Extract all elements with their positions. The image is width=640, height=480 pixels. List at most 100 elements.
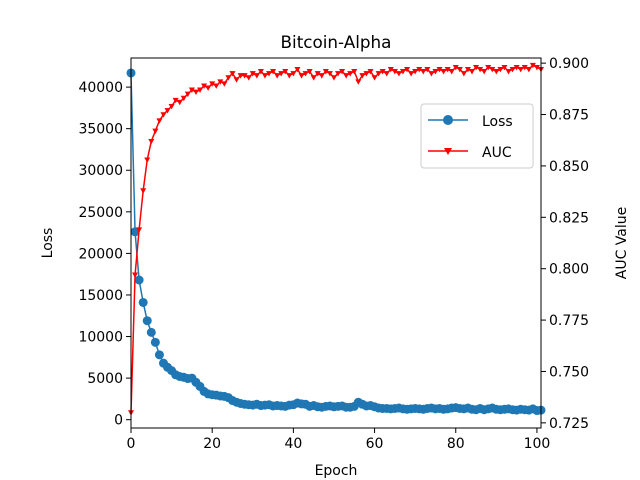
auc-point [509,67,516,73]
auc-point [424,67,431,73]
auc-point [387,67,394,73]
loss-point [146,327,156,337]
auc-point [521,64,528,71]
auc-point [343,73,350,79]
auc-point [525,67,532,73]
left-y-tick-label: 35000 [78,122,123,138]
right-y-tick-label: 0.850 [549,159,589,175]
legend-box [420,103,534,169]
legend-loss-label: Loss [482,114,513,130]
auc-point [286,73,293,79]
auc-point [270,69,277,75]
auc-point [233,77,240,83]
auc-point [501,64,508,71]
legend-auc-label: AUC [482,145,512,161]
auc-point [306,69,313,75]
right-y-tick-label: 0.900 [549,56,589,72]
auc-point [326,71,333,77]
left-y-tick-label: 20000 [78,246,123,262]
auc-point [249,71,256,77]
auc-point [379,69,386,75]
auc-point [517,67,524,73]
legend-auc-marker [444,148,452,155]
auc-point [310,75,317,81]
loss-point [154,350,164,360]
auc-point [213,83,220,89]
right-y-tick-label: 0.800 [549,262,589,278]
auc-point [180,95,187,102]
auc-point [395,71,402,77]
auc-point [404,67,411,73]
auc-point [456,67,463,73]
auc-point [351,69,358,75]
auc-point [156,118,163,124]
left-y-tick-label: 30000 [78,163,123,179]
auc-point [221,81,228,87]
left-y-axis: 0 5000 10000 15000 20000 25000 30000 35000 40000 [78,80,131,429]
auc-point [489,67,496,73]
auc-point [168,104,175,110]
auc-point [330,75,337,81]
auc-point [245,75,252,81]
auc-point [298,73,305,79]
auc-point [464,67,471,73]
auc-point [355,79,362,85]
auc-point [140,188,147,194]
right-y-tick-label: 0.825 [549,210,589,226]
left-y-tick-label: 15000 [78,288,123,304]
auc-point [136,227,143,233]
auc-point [217,79,224,85]
auc-point [184,91,191,98]
auc-point [485,64,492,71]
auc-point [266,71,273,77]
auc-point [229,71,236,77]
loss-point [134,275,144,285]
auc-point [497,67,504,73]
auc-point [318,73,325,79]
auc-point [176,99,183,106]
legend: Loss AUC [420,103,534,169]
auc-point [188,87,195,93]
left-y-tick-label: 10000 [78,330,123,346]
auc-point [529,62,536,69]
auc-point [192,89,199,96]
auc-point [367,69,374,75]
auc-point [282,69,289,75]
auc-point [359,73,366,79]
auc-point [294,67,301,73]
auc-point [160,112,167,118]
auc-point [363,71,370,77]
auc-point [164,108,171,114]
auc-point [428,71,435,77]
auc-point [391,69,398,75]
chart-title: Bitcoin-Alpha [281,32,392,52]
auc-point [197,87,204,93]
auc-point [274,73,281,79]
x-tick-label: 40 [284,436,302,452]
auc-point [481,69,488,75]
right-y-tick-label: 0.775 [549,313,589,329]
auc-point [253,73,260,79]
auc-point [132,272,139,278]
auc-point [237,73,244,79]
auc-point [339,69,346,75]
x-tick-label: 100 [524,436,551,452]
loss-point [142,316,152,326]
left-y-tick-label: 0 [114,413,123,429]
auc-point [152,128,159,135]
auc-point [241,73,248,79]
auc-point [335,71,342,77]
x-tick-label: 0 [127,436,136,452]
left-y-tick-label: 5000 [87,371,123,387]
x-tick-label: 20 [203,436,221,452]
left-y-tick-label: 40000 [78,80,123,96]
auc-point [533,64,540,71]
right-y-axis: 0.725 0.750 0.775 0.800 0.825 0.850 0.875 0.900 [541,56,589,432]
auc-point [473,64,480,71]
loss-point [138,297,148,307]
left-y-axis-label: Loss [40,228,56,259]
auc-point [290,71,297,77]
auc-point [225,75,232,81]
auc-point [436,67,443,73]
